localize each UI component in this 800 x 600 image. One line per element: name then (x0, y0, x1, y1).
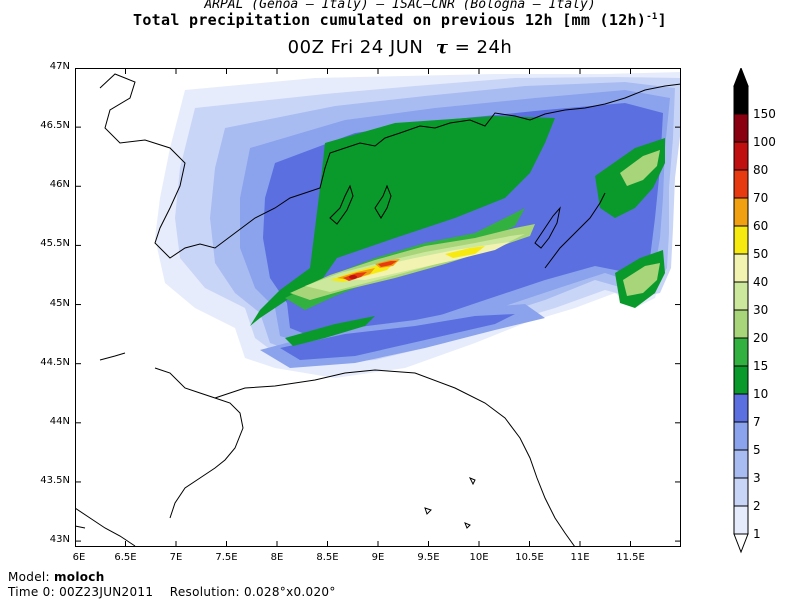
lon-label-0: 6E (72, 552, 86, 563)
legend-box-60 (733, 197, 749, 227)
x-ticks (75, 68, 631, 547)
legend-underflow-arrow (733, 533, 749, 554)
legend-box-15 (733, 337, 749, 367)
map-title-text: Total precipitation cumulated on previou… (133, 11, 647, 29)
valid-time: 00Z Fri 24 JUN (287, 37, 424, 58)
legend-label-5: 5 (753, 443, 761, 457)
legend-box-10 (733, 365, 749, 395)
legend-box-80 (733, 141, 749, 171)
lon-label-2: 7E (169, 552, 183, 563)
color-legend (733, 68, 749, 554)
precip-max-cell (349, 275, 357, 279)
coastline-borders (75, 73, 681, 547)
precip-contour-10mm (250, 116, 555, 326)
tau-symbol: τ (435, 37, 449, 58)
legend-label-60: 60 (753, 219, 769, 233)
precipitation-map (75, 68, 681, 547)
lon-label-4: 8E (270, 552, 284, 563)
legend-box-1 (733, 505, 749, 535)
legend-label-3: 3 (753, 471, 761, 485)
map-title-close: ] (657, 11, 667, 29)
legend-label-100: 100 (753, 135, 776, 149)
legend-box-100 (733, 113, 749, 143)
legend-boxes (733, 68, 749, 554)
legend-box-50 (733, 225, 749, 255)
coast-liguria (75, 507, 136, 547)
lon-label-7: 9.5E (417, 552, 440, 563)
legend-box-7 (733, 393, 749, 423)
legend-label-10: 10 (753, 387, 769, 401)
tau-value: = 24h (454, 37, 513, 58)
island-small (424, 477, 476, 529)
resolution-label: Resolution: (169, 585, 240, 599)
legend-label-50: 50 (753, 247, 769, 261)
lon-label-11: 11.5E (616, 552, 645, 563)
model-value: moloch (54, 570, 105, 584)
border-line-north (99, 73, 681, 259)
precip-contour-50mm-2 (445, 246, 485, 258)
lake-maggiore (329, 184, 354, 225)
lat-label-6: 44N (49, 415, 70, 427)
lat-label-1: 46.5N (40, 120, 70, 132)
border-south-west (99, 352, 244, 519)
map-title-superscript: -1 (646, 12, 658, 22)
lon-label-6: 9E (371, 552, 385, 563)
lon-label-8: 10E (469, 552, 489, 563)
model-line: Model: moloch (8, 570, 105, 584)
lat-label-0: 47N (49, 61, 70, 72)
resolution-value: 0.028°x0.020° (243, 585, 336, 599)
legend-label-30: 30 (753, 303, 769, 317)
credits-line: ARPAL (Genoa – Italy) – ISAC–CNR (Bologn… (204, 0, 596, 12)
legend-box-2 (733, 477, 749, 507)
lat-label-4: 45N (49, 297, 70, 309)
legend-label-40: 40 (753, 275, 769, 289)
time-label: Time 0: (8, 585, 55, 599)
legend-label-150: 150 (753, 107, 776, 121)
lat-label-7: 43.5N (40, 474, 70, 486)
precip-contour-lower-band-2 (280, 314, 515, 360)
legend-box-30 (733, 281, 749, 311)
lon-label-1: 6.5E (114, 552, 137, 563)
lake-garda (534, 206, 561, 249)
y-ticks (75, 68, 681, 542)
lon-label-5: 8.5E (316, 552, 339, 563)
coast-adriatic (544, 192, 606, 269)
lon-label-3: 7.5E (215, 552, 238, 563)
lon-label-10: 11E (570, 552, 590, 563)
lat-label-2: 46N (49, 179, 70, 191)
lat-label-8: 43N (49, 534, 70, 546)
lat-label-5: 44.5N (40, 356, 70, 368)
legend-label-1: 1 (753, 527, 761, 541)
legend-box-5 (733, 421, 749, 451)
precip-contour-70mm-2 (378, 261, 397, 267)
map-title: Total precipitation cumulated on previou… (0, 11, 800, 29)
legend-box-20 (733, 309, 749, 339)
legend-label-2: 2 (753, 499, 761, 513)
legend-label-20: 20 (753, 331, 769, 345)
valid-time-line: 00Z Fri 24 JUN τ = 24h (0, 37, 800, 58)
legend-box-150 (733, 85, 749, 115)
legend-label-15: 15 (753, 359, 769, 373)
precip-contour-20mm-east (620, 150, 660, 186)
lat-label-3: 45.5N (40, 238, 70, 250)
legend-overflow-arrow (733, 68, 749, 87)
coast-ligurian-sea (214, 369, 576, 547)
model-label: Model: (8, 570, 50, 584)
lon-label-9: 10.5E (515, 552, 544, 563)
legend-label-7: 7 (753, 415, 761, 429)
lake-como (374, 184, 392, 219)
time-line: Time 0: 00Z23JUN2011 Resolution: 0.028°x… (8, 585, 336, 599)
time-value: 00Z23JUN2011 (59, 585, 154, 599)
legend-box-40 (733, 253, 749, 283)
legend-box-3 (733, 449, 749, 479)
precip-contour-20mm-se (623, 263, 660, 296)
legend-label-70: 70 (753, 191, 769, 205)
precip-contour-10mm-sw (285, 316, 375, 346)
precipitation-field (155, 72, 681, 378)
legend-label-80: 80 (753, 163, 769, 177)
legend-box-70 (733, 169, 749, 199)
